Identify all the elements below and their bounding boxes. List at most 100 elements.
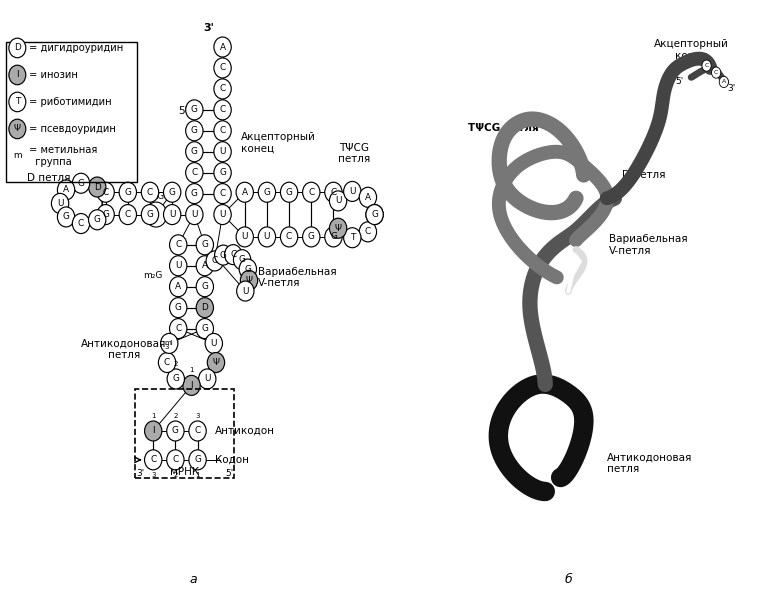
Circle shape: [170, 319, 187, 339]
Circle shape: [325, 227, 342, 247]
Text: 5': 5': [226, 469, 234, 478]
Text: 1: 1: [189, 367, 194, 373]
Circle shape: [167, 421, 184, 441]
Circle shape: [186, 184, 203, 204]
Circle shape: [183, 375, 200, 395]
Text: C: C: [220, 189, 226, 198]
Text: C: C: [175, 324, 181, 333]
Circle shape: [303, 182, 320, 202]
Text: 5': 5': [676, 78, 684, 87]
Circle shape: [196, 277, 214, 297]
Text: I: I: [190, 381, 193, 390]
Text: D: D: [201, 303, 208, 312]
Circle shape: [9, 119, 26, 139]
Circle shape: [343, 228, 361, 248]
Text: mG: mG: [149, 192, 164, 201]
Circle shape: [702, 60, 711, 72]
Circle shape: [186, 100, 203, 120]
Text: 3': 3': [136, 469, 144, 478]
Circle shape: [343, 181, 361, 201]
Text: 3: 3: [151, 471, 155, 478]
Circle shape: [329, 191, 347, 211]
Bar: [135, 389, 234, 478]
Circle shape: [186, 205, 203, 225]
Text: Ψ: Ψ: [14, 124, 21, 133]
Text: G: G: [239, 255, 246, 264]
Circle shape: [214, 79, 231, 99]
Text: m: m: [13, 152, 22, 161]
Circle shape: [167, 450, 184, 470]
Circle shape: [9, 92, 26, 112]
Text: = псевдоуридин: = псевдоуридин: [29, 124, 116, 134]
Text: Вариабельная
V-петля: Вариабельная V-петля: [608, 234, 687, 256]
Text: G: G: [78, 179, 84, 188]
Circle shape: [186, 121, 203, 141]
Text: Антикодоновая
петля: Антикодоновая петля: [607, 453, 692, 474]
Text: а: а: [190, 573, 197, 587]
Circle shape: [214, 37, 231, 57]
Text: C: C: [714, 70, 718, 75]
Circle shape: [205, 333, 223, 353]
Text: U: U: [220, 210, 226, 219]
Text: Антикодон: Антикодон: [214, 426, 274, 436]
Text: G: G: [286, 188, 293, 197]
Text: 1: 1: [195, 471, 200, 478]
Circle shape: [170, 256, 187, 276]
Text: U: U: [57, 199, 63, 208]
Text: C: C: [102, 188, 109, 197]
Text: C: C: [308, 188, 314, 197]
Text: C: C: [286, 233, 292, 241]
Circle shape: [9, 38, 26, 58]
Text: m₂G: m₂G: [144, 270, 163, 279]
Text: Акцепторный
конец: Акцепторный конец: [654, 39, 729, 60]
Text: Ψ: Ψ: [246, 276, 253, 285]
Text: C: C: [220, 84, 226, 93]
Circle shape: [258, 182, 276, 202]
Text: U: U: [349, 187, 356, 196]
Text: C: C: [220, 105, 226, 115]
Text: Акцепторный
конец: Акцепторный конец: [240, 132, 316, 153]
Circle shape: [214, 58, 231, 78]
Text: G: G: [63, 213, 70, 221]
Circle shape: [164, 182, 180, 202]
Circle shape: [119, 205, 137, 225]
Text: б: б: [564, 573, 572, 587]
Text: C: C: [191, 168, 197, 177]
Circle shape: [236, 182, 253, 202]
Text: U: U: [169, 210, 175, 219]
Text: C: C: [704, 63, 709, 68]
Text: C: C: [150, 455, 157, 464]
Text: 2: 2: [174, 471, 177, 478]
Circle shape: [88, 177, 106, 197]
Text: A: A: [242, 188, 248, 197]
Text: G: G: [371, 210, 378, 219]
Text: D: D: [94, 182, 101, 191]
Circle shape: [214, 142, 231, 162]
Text: G: G: [94, 215, 101, 224]
Text: G: G: [191, 105, 198, 115]
Text: T: T: [15, 98, 20, 107]
Circle shape: [712, 67, 720, 78]
Text: C: C: [78, 219, 84, 228]
Text: A: A: [722, 79, 726, 84]
Text: A: A: [220, 42, 226, 52]
Text: = дигидроуридин: = дигидроуридин: [29, 43, 124, 53]
Text: G: G: [169, 188, 176, 197]
Text: U: U: [204, 375, 210, 384]
Text: C: C: [175, 241, 181, 249]
Circle shape: [719, 76, 728, 87]
Text: = метильная
  группа: = метильная группа: [29, 145, 98, 167]
Text: C: C: [230, 250, 237, 259]
Circle shape: [303, 227, 320, 247]
Text: = инозин: = инозин: [29, 70, 78, 80]
Circle shape: [189, 450, 207, 470]
Circle shape: [206, 251, 223, 271]
Text: 3: 3: [165, 344, 169, 350]
Circle shape: [97, 205, 114, 225]
Text: G: G: [191, 126, 198, 135]
Text: G: G: [191, 147, 198, 156]
Text: G: G: [172, 375, 179, 384]
Circle shape: [237, 281, 254, 301]
Text: A: A: [175, 282, 181, 291]
Circle shape: [141, 205, 159, 225]
